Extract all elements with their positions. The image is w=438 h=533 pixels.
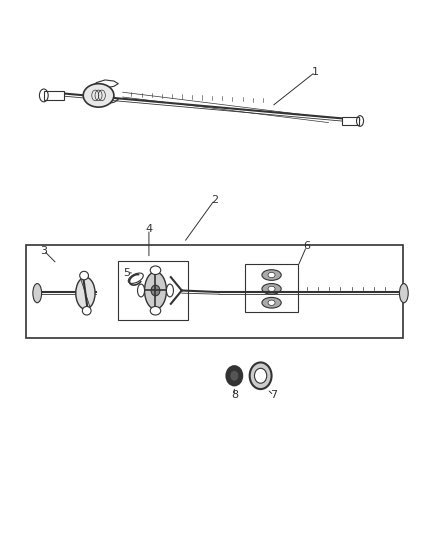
Ellipse shape — [226, 366, 242, 385]
Text: 4: 4 — [145, 224, 152, 234]
Ellipse shape — [80, 271, 88, 280]
Bar — [26, 245, 403, 338]
Ellipse shape — [262, 284, 281, 294]
Text: 6: 6 — [303, 241, 310, 251]
Ellipse shape — [138, 284, 145, 297]
Ellipse shape — [262, 270, 281, 280]
Ellipse shape — [166, 284, 173, 297]
Ellipse shape — [254, 368, 267, 383]
Ellipse shape — [76, 277, 95, 309]
Ellipse shape — [268, 286, 275, 292]
Ellipse shape — [268, 300, 275, 305]
Ellipse shape — [262, 297, 281, 308]
Text: 7: 7 — [270, 391, 277, 400]
Ellipse shape — [150, 266, 161, 274]
Bar — [44, 91, 64, 100]
Bar — [342, 117, 359, 125]
Bar — [118, 261, 188, 320]
Ellipse shape — [399, 284, 408, 303]
Bar — [245, 264, 298, 312]
Ellipse shape — [230, 370, 239, 381]
Text: 2: 2 — [211, 195, 218, 205]
Text: 1: 1 — [312, 67, 319, 77]
Text: 5: 5 — [124, 268, 131, 278]
Ellipse shape — [151, 285, 160, 296]
Ellipse shape — [82, 306, 91, 315]
Ellipse shape — [250, 362, 272, 389]
Ellipse shape — [83, 84, 114, 107]
Ellipse shape — [145, 272, 166, 309]
Text: 8: 8 — [231, 391, 238, 400]
Ellipse shape — [150, 306, 161, 315]
Text: 3: 3 — [40, 246, 47, 255]
Ellipse shape — [268, 272, 275, 278]
Ellipse shape — [33, 284, 42, 303]
